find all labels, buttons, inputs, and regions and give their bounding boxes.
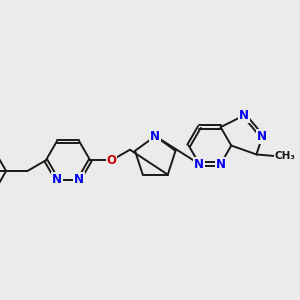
Text: N: N [150, 130, 160, 142]
Text: N: N [216, 158, 226, 170]
Text: N: N [257, 130, 267, 143]
Text: O: O [106, 154, 116, 167]
Text: N: N [239, 109, 249, 122]
Text: N: N [74, 173, 84, 186]
Text: CH₃: CH₃ [274, 151, 296, 161]
Text: N: N [194, 158, 204, 170]
Text: N: N [52, 173, 62, 186]
